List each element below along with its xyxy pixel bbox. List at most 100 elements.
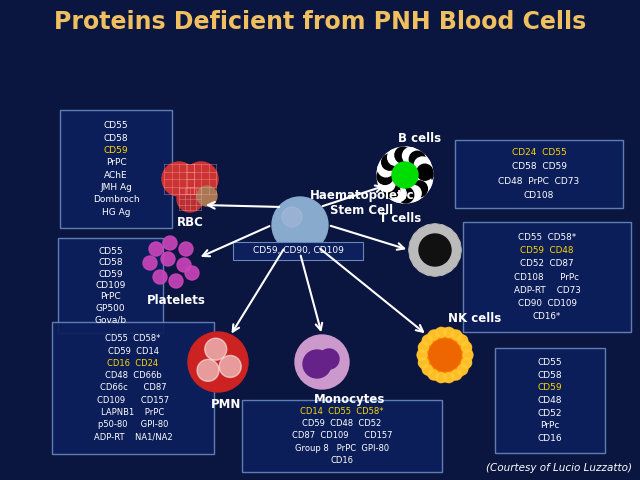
Circle shape xyxy=(417,167,433,183)
Text: PMN: PMN xyxy=(211,397,241,410)
Circle shape xyxy=(419,342,428,352)
Circle shape xyxy=(444,372,454,383)
Text: Gova/b: Gova/b xyxy=(95,315,127,324)
Circle shape xyxy=(143,256,157,270)
Circle shape xyxy=(409,224,461,276)
Text: p50-80     GPI-80: p50-80 GPI-80 xyxy=(98,420,168,430)
Circle shape xyxy=(417,350,427,360)
Circle shape xyxy=(184,162,218,196)
Circle shape xyxy=(415,175,431,191)
Text: CD66c      CD87: CD66c CD87 xyxy=(100,384,166,393)
Circle shape xyxy=(450,252,460,262)
Circle shape xyxy=(185,266,199,280)
Text: CD87  CD109      CD157: CD87 CD109 CD157 xyxy=(292,432,392,441)
Circle shape xyxy=(458,365,468,375)
Circle shape xyxy=(461,358,472,368)
Text: (Courtesy of Lucio Luzzatto): (Courtesy of Lucio Luzzatto) xyxy=(486,463,632,473)
Circle shape xyxy=(418,228,428,238)
Text: CD59, CD90, CD109: CD59, CD90, CD109 xyxy=(253,247,344,255)
Circle shape xyxy=(451,330,461,340)
Circle shape xyxy=(205,338,227,360)
Circle shape xyxy=(442,262,452,272)
Circle shape xyxy=(379,176,395,192)
Circle shape xyxy=(414,157,430,173)
Circle shape xyxy=(424,225,433,235)
Circle shape xyxy=(419,234,451,266)
Text: CD109      CD157: CD109 CD157 xyxy=(97,396,169,405)
Text: CD109: CD109 xyxy=(95,281,125,290)
Text: NK cells: NK cells xyxy=(449,312,502,325)
Circle shape xyxy=(451,370,461,380)
Circle shape xyxy=(403,148,419,164)
Circle shape xyxy=(410,151,426,167)
FancyBboxPatch shape xyxy=(242,400,442,472)
FancyBboxPatch shape xyxy=(455,140,623,208)
Text: CD55: CD55 xyxy=(98,247,123,256)
Text: CD55  CD58*: CD55 CD58* xyxy=(518,233,576,242)
Text: ADP-RT    NA1/NA2: ADP-RT NA1/NA2 xyxy=(93,433,172,442)
Circle shape xyxy=(197,186,217,206)
Circle shape xyxy=(413,257,423,267)
Circle shape xyxy=(303,350,331,378)
Circle shape xyxy=(450,239,460,249)
Circle shape xyxy=(451,245,461,255)
Circle shape xyxy=(422,335,433,345)
Text: CD108      PrPc: CD108 PrPc xyxy=(515,273,579,281)
Text: Dombroch: Dombroch xyxy=(93,195,140,204)
Circle shape xyxy=(162,162,196,196)
Text: T cells: T cells xyxy=(379,212,421,225)
Text: Proteins Deficient from PNH Blood Cells: Proteins Deficient from PNH Blood Cells xyxy=(54,10,586,34)
Circle shape xyxy=(161,252,175,266)
FancyBboxPatch shape xyxy=(58,238,163,333)
Circle shape xyxy=(418,328,472,382)
Circle shape xyxy=(419,358,428,368)
Circle shape xyxy=(378,161,394,177)
Circle shape xyxy=(282,207,302,227)
Text: CD52: CD52 xyxy=(538,408,563,418)
Text: PrPC: PrPC xyxy=(106,158,126,168)
Text: RBC: RBC xyxy=(177,216,204,229)
FancyBboxPatch shape xyxy=(495,348,605,453)
Text: B cells: B cells xyxy=(399,132,442,145)
Circle shape xyxy=(220,356,241,377)
Circle shape xyxy=(429,339,461,371)
Text: CD14  CD55  CD58*: CD14 CD55 CD58* xyxy=(300,408,384,416)
Text: CD59  CD14: CD59 CD14 xyxy=(108,347,159,356)
Text: CD59  CD48  CD52: CD59 CD48 CD52 xyxy=(302,420,381,429)
Circle shape xyxy=(442,228,452,238)
Circle shape xyxy=(381,154,397,170)
Circle shape xyxy=(409,245,419,255)
Circle shape xyxy=(413,233,423,243)
Circle shape xyxy=(390,186,406,202)
Text: CD55  CD58*: CD55 CD58* xyxy=(106,334,161,343)
Circle shape xyxy=(295,335,349,389)
Text: CD59  CD48: CD59 CD48 xyxy=(520,246,573,255)
FancyBboxPatch shape xyxy=(60,110,172,228)
Text: CD55: CD55 xyxy=(104,121,128,130)
Circle shape xyxy=(179,242,193,256)
Text: CD59: CD59 xyxy=(98,270,123,278)
Text: CD58: CD58 xyxy=(538,371,563,380)
Text: CD59: CD59 xyxy=(104,146,128,155)
Text: JMH Ag: JMH Ag xyxy=(100,183,132,192)
Text: LAPNB1    PrPC: LAPNB1 PrPC xyxy=(101,408,164,417)
Circle shape xyxy=(436,265,447,275)
Text: CD16: CD16 xyxy=(538,434,563,443)
Text: CD90  CD109: CD90 CD109 xyxy=(518,299,577,308)
Text: Group 8   PrPC  GPI-80: Group 8 PrPC GPI-80 xyxy=(295,444,389,453)
Circle shape xyxy=(447,257,457,267)
Text: CD108: CD108 xyxy=(524,191,554,200)
Circle shape xyxy=(377,168,393,184)
Circle shape xyxy=(197,360,219,381)
Text: CD58: CD58 xyxy=(98,258,123,267)
Circle shape xyxy=(429,330,438,340)
Circle shape xyxy=(410,239,420,249)
Text: CD48: CD48 xyxy=(538,396,563,405)
Text: CD16*: CD16* xyxy=(533,312,561,321)
Text: Monocytes: Monocytes xyxy=(314,394,386,407)
Circle shape xyxy=(163,236,177,250)
Circle shape xyxy=(177,186,203,212)
Circle shape xyxy=(429,370,438,380)
Text: AChE: AChE xyxy=(104,171,128,180)
Text: PrPC: PrPC xyxy=(100,292,121,301)
